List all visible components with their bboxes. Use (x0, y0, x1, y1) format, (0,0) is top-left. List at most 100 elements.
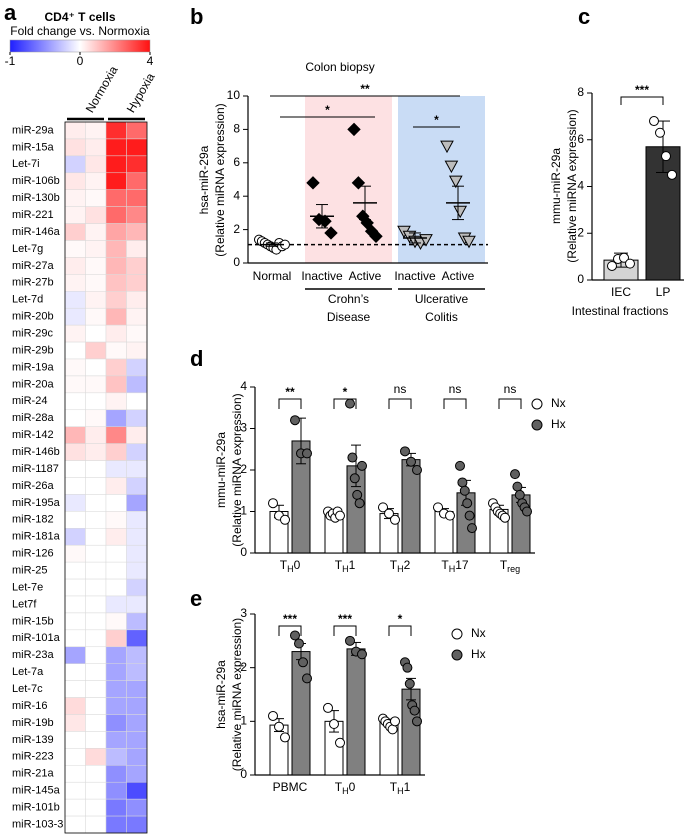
row-label: miR-21a (12, 768, 54, 780)
x-tick-label: Normal (253, 269, 292, 283)
point (400, 446, 410, 457)
heatmap-cell (64, 460, 86, 478)
y-tick-label: 2 (233, 222, 240, 236)
label-part: T (390, 558, 398, 572)
legend-marker (451, 649, 463, 661)
row-label: Let7f (12, 598, 37, 610)
heatmap-cell (85, 477, 107, 495)
heatmap-cell (85, 714, 107, 732)
heatmap-cell (105, 612, 127, 631)
heatmap-cell (105, 240, 127, 258)
x-tick-label: TH1 (390, 780, 411, 796)
colorbar-tick-label: -1 (5, 54, 16, 68)
point (384, 508, 394, 519)
point (510, 469, 520, 480)
point (268, 710, 278, 721)
row-label: miR-27b (12, 277, 54, 289)
point (290, 415, 300, 426)
heatmap-cell (64, 731, 86, 749)
significance-bracket (333, 398, 357, 409)
heatmap-cell (105, 307, 127, 326)
point (352, 489, 363, 500)
row-label: Let-7e (12, 581, 43, 593)
x-tick-label: Active (442, 269, 475, 283)
row-label: miR-146a (12, 226, 61, 238)
heatmap-frame (64, 121, 148, 834)
heatmap-cell (126, 765, 148, 783)
y-axis-label: mmu-miR-29a (549, 148, 563, 224)
point (280, 732, 290, 743)
heatmap-cell (85, 646, 107, 664)
heatmap-cell (126, 341, 148, 360)
heatmap-cell (126, 578, 148, 597)
x-axis-label: Intestinal fractions (572, 304, 669, 318)
row-label: Let-7g (12, 243, 43, 255)
point (329, 719, 339, 730)
panel-letter: b (190, 4, 203, 29)
heatmap-cell (126, 240, 148, 258)
heatmap-cell (105, 731, 127, 749)
label-part: 0 (349, 780, 356, 794)
label-sub: H (342, 786, 349, 796)
point (412, 716, 422, 727)
heatmap-cell (64, 443, 86, 461)
heatmap-cell (105, 680, 127, 698)
y-tick-label: 4 (577, 179, 584, 193)
heatmap-cell (64, 544, 86, 563)
point (357, 460, 367, 471)
heatmap-cell (105, 714, 127, 732)
row-label: miR-28a (12, 412, 54, 424)
point (433, 502, 443, 513)
significance-bracket (278, 625, 302, 636)
heatmap-cell (126, 223, 148, 241)
heatmap-cell (126, 358, 148, 377)
heatmap-cell (126, 189, 148, 207)
bar (346, 648, 366, 776)
label-sub: H (449, 564, 456, 574)
heatmap-cell (64, 155, 86, 174)
heatmap-cell (126, 815, 148, 834)
point (347, 452, 358, 463)
heatmap-cell (85, 494, 107, 512)
panel-letter: d (190, 346, 203, 371)
heatmap-cell (126, 155, 148, 174)
y-tick-label: 10 (227, 88, 241, 102)
heatmap-cell (126, 324, 148, 343)
legend-label: Hx (551, 417, 566, 431)
row-label: miR-16 (12, 700, 47, 712)
y-tick-label: 1 (240, 504, 247, 518)
heatmap-cell (64, 257, 86, 275)
heatmap-cell (105, 274, 127, 292)
y-tick-label: 1 (240, 714, 247, 728)
heatmap-cell (105, 172, 127, 190)
heatmap-cell (126, 595, 148, 614)
heatmap-cell (64, 528, 86, 546)
significance-bracket (333, 625, 357, 636)
row-label: miR-221 (12, 209, 54, 221)
heatmap-cell (64, 663, 86, 681)
row-label: miR-130b (12, 192, 60, 204)
group-label: Hypoxia (124, 70, 158, 115)
significance-bracket (278, 398, 302, 409)
significance-bracket (388, 625, 412, 636)
heatmap-cell (126, 511, 148, 529)
label-part: 0 (294, 558, 301, 572)
row-label: miR-19b (12, 717, 54, 729)
row-label: miR-27a (12, 260, 54, 272)
point (619, 252, 629, 263)
legend-label: Nx (551, 396, 566, 410)
y-axis-label: (Relative miRNA expression) (230, 393, 244, 546)
x-tick-label: Active (349, 269, 382, 283)
y-tick-label: 2 (240, 462, 247, 476)
row-label: miR-182 (12, 514, 54, 526)
heatmap-cell (126, 798, 148, 817)
point (445, 510, 455, 521)
y-tick-label: 0 (240, 767, 247, 781)
heatmap-cell (85, 172, 107, 190)
heatmap-cell (85, 731, 107, 749)
heatmap-cell (126, 443, 148, 461)
heatmap-cell (85, 392, 107, 411)
row-label: miR-19a (12, 361, 54, 373)
point (455, 460, 465, 471)
point (655, 127, 665, 138)
